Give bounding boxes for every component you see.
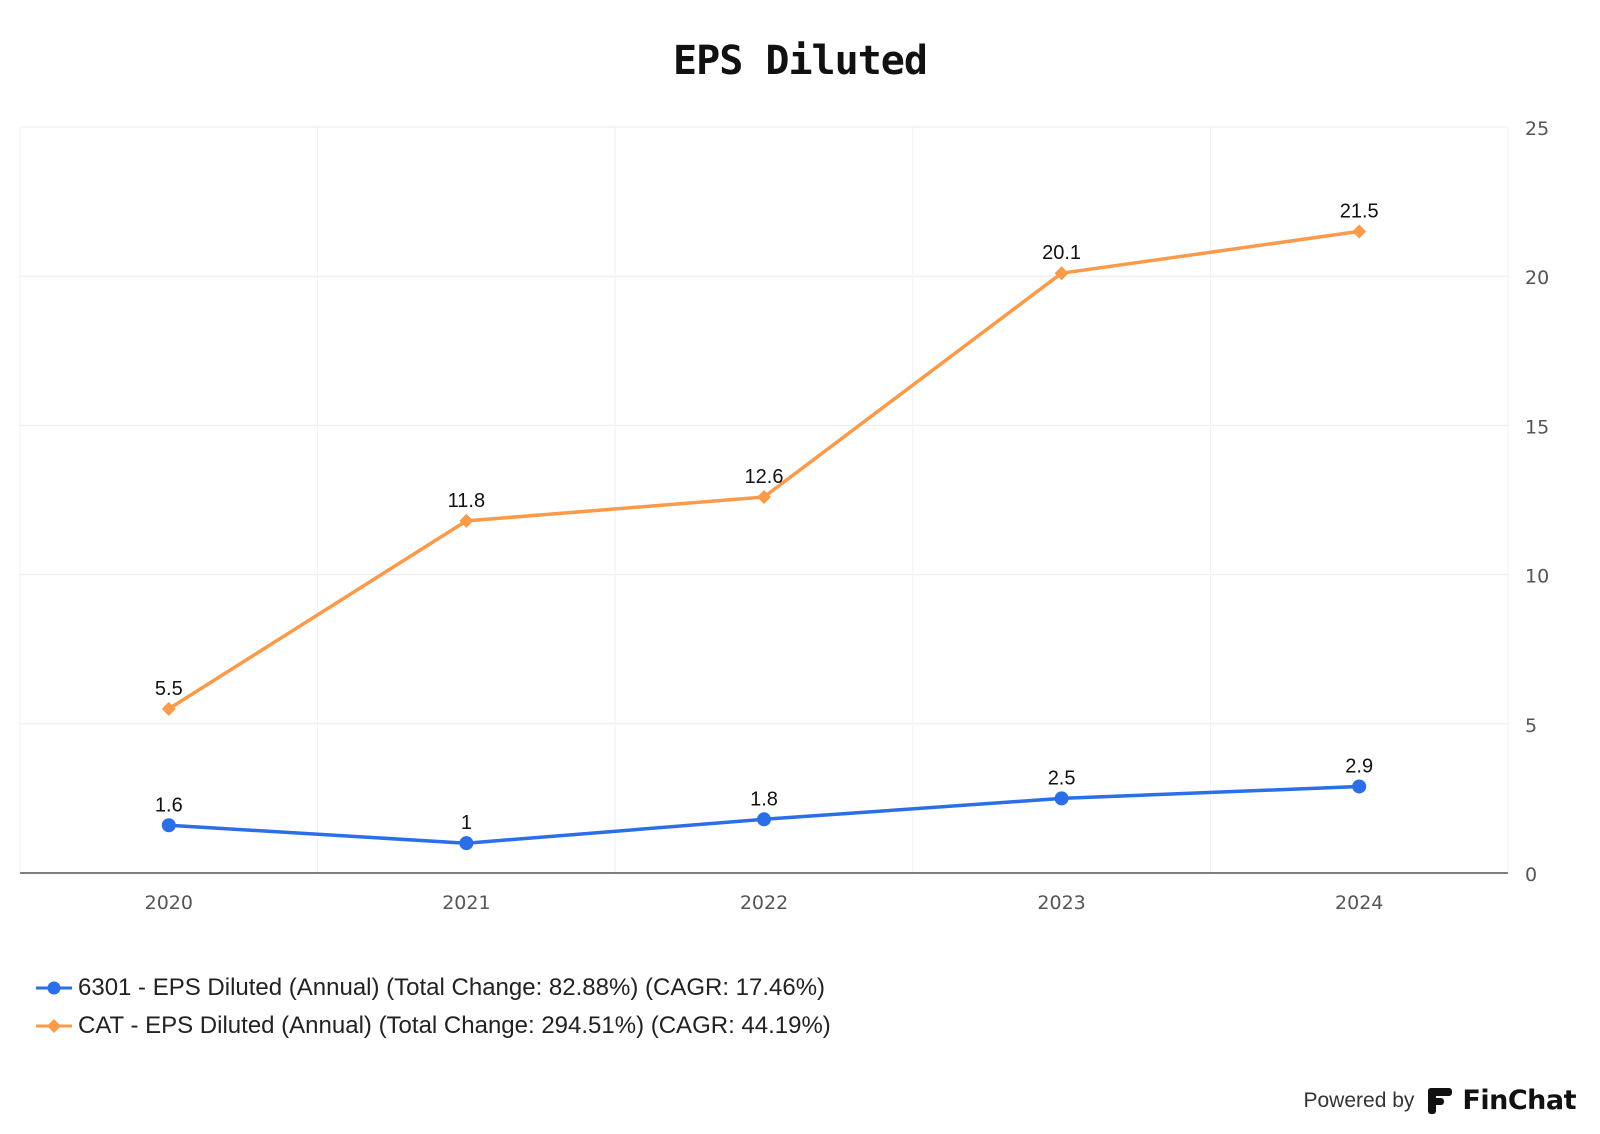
finchat-logo-icon bbox=[1428, 1087, 1453, 1114]
data-label: 1.6 bbox=[155, 794, 183, 816]
data-point[interactable] bbox=[757, 812, 771, 827]
data-point[interactable] bbox=[459, 836, 474, 851]
data-label: 11.8 bbox=[448, 490, 485, 512]
x-tick-label: 2023 bbox=[1037, 892, 1085, 914]
y-tick-label: 20 bbox=[1525, 267, 1549, 289]
x-tick-label: 2020 bbox=[145, 892, 193, 914]
data-label: 1.8 bbox=[750, 788, 778, 810]
data-label: 2.9 bbox=[1345, 755, 1373, 777]
series-lines bbox=[161, 224, 1367, 851]
data-point[interactable] bbox=[459, 513, 474, 528]
y-tick-label: 25 bbox=[1525, 118, 1549, 140]
data-label: 2.5 bbox=[1048, 767, 1076, 789]
y-tick-label: 0 bbox=[1525, 864, 1537, 886]
axes: 0 5 10 15 20 25 2020 2021 2022 2023 2024 bbox=[20, 118, 1549, 914]
data-point[interactable] bbox=[161, 818, 176, 833]
x-tick-label: 2024 bbox=[1335, 892, 1383, 914]
data-label: 12.6 bbox=[745, 466, 784, 488]
data-point[interactable] bbox=[1054, 791, 1069, 806]
y-tick-label: 10 bbox=[1525, 566, 1549, 588]
legend-label-cat: CAT - EPS Diluted (Annual) (Total Change… bbox=[78, 1012, 831, 1039]
data-point[interactable] bbox=[1054, 266, 1069, 281]
data-label: 21.5 bbox=[1340, 200, 1379, 222]
legend-item-cat[interactable]: CAT - EPS Diluted (Annual) (Total Change… bbox=[36, 1012, 831, 1040]
finchat-brand: FinChat bbox=[1462, 1085, 1576, 1116]
data-label: 1 bbox=[461, 812, 472, 834]
legend-item-6301[interactable]: 6301 - EPS Diluted (Annual) (Total Chang… bbox=[36, 974, 825, 1002]
data-point[interactable] bbox=[161, 701, 176, 716]
data-point[interactable] bbox=[1352, 779, 1367, 794]
y-tick-label: 15 bbox=[1525, 416, 1549, 438]
x-tick-label: 2022 bbox=[740, 892, 788, 914]
x-tick-label: 2021 bbox=[442, 892, 490, 914]
chart-title: EPS Diluted bbox=[673, 38, 928, 84]
legend-marker-diamond-icon bbox=[36, 1019, 72, 1033]
data-label: 20.1 bbox=[1042, 242, 1081, 264]
powered-by-finchat[interactable]: Powered by FinChat bbox=[1304, 1085, 1577, 1116]
y-tick-label: 5 bbox=[1525, 715, 1537, 737]
legend-marker-circle-icon bbox=[36, 981, 72, 995]
powered-by-text: Powered by bbox=[1303, 1088, 1415, 1112]
grid-lines bbox=[19, 126, 1509, 873]
data-point[interactable] bbox=[757, 490, 771, 505]
data-point[interactable] bbox=[1352, 224, 1367, 239]
legend-label-6301: 6301 - EPS Diluted (Annual) (Total Chang… bbox=[78, 974, 826, 1001]
data-label: 5.5 bbox=[155, 678, 183, 700]
data-labels: 1.611.82.52.95.511.812.620.121.5 bbox=[155, 200, 1379, 834]
